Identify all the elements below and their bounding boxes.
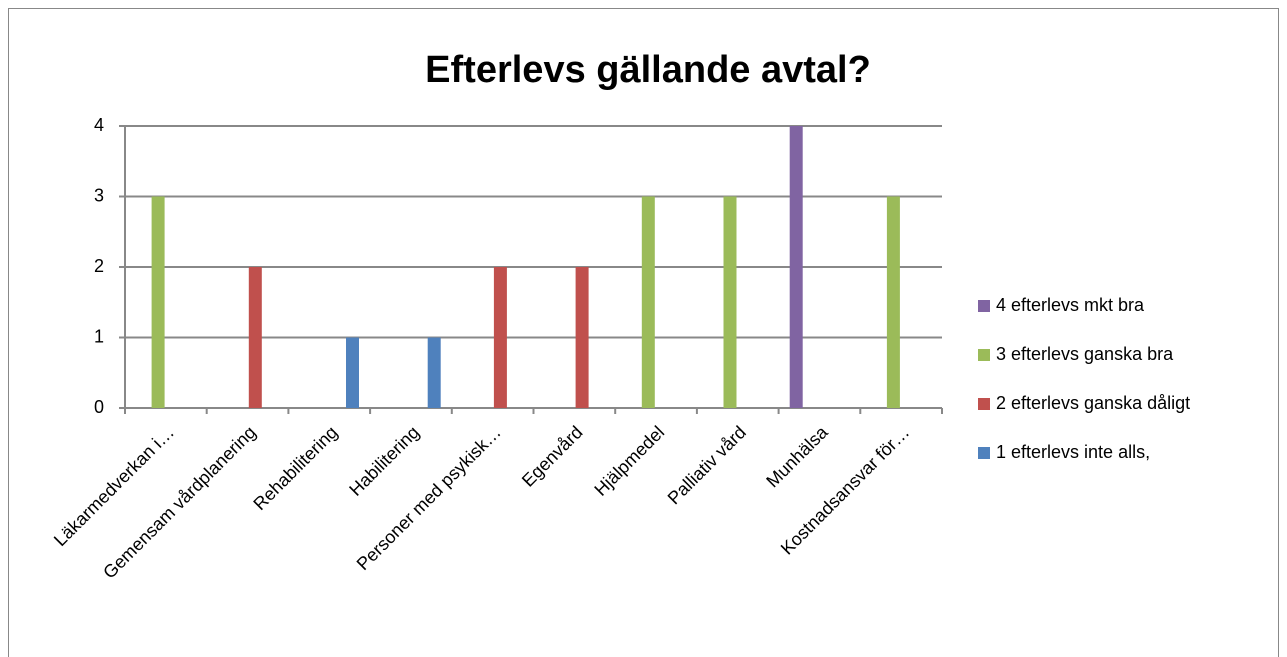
legend-label: 4 efterlevs mkt bra (996, 295, 1145, 315)
y-tick-label: 2 (94, 256, 104, 276)
legend-swatch (978, 447, 990, 459)
y-tick-label: 1 (94, 326, 104, 346)
legend-label: 1 efterlevs inte alls, (996, 442, 1150, 462)
bar (641, 196, 655, 408)
bar (575, 267, 589, 408)
y-tick-label: 3 (94, 185, 104, 205)
bar (493, 267, 507, 408)
legend-swatch (978, 349, 990, 361)
legend-swatch (978, 300, 990, 312)
legend-label: 3 efterlevs ganska bra (996, 344, 1174, 364)
bar (723, 196, 737, 408)
bar (789, 126, 803, 408)
legend-label: 2 efterlevs ganska dåligt (996, 393, 1190, 413)
legend-swatch (978, 398, 990, 410)
chart-title: Efterlevs gällande avtal? (425, 49, 871, 91)
bar (248, 267, 262, 408)
bar (346, 337, 359, 408)
y-tick-label: 4 (94, 115, 104, 135)
bar (427, 337, 441, 408)
bar (151, 196, 165, 408)
y-tick-label: 0 (94, 397, 104, 417)
bar (886, 196, 900, 408)
